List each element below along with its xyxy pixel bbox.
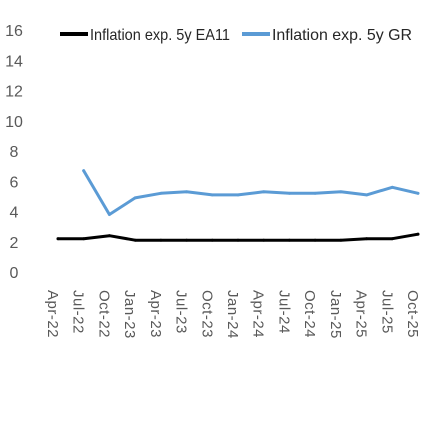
y-tick-label: 4 [10,205,19,222]
y-tick-label: 10 [5,114,23,131]
data-point [339,238,343,242]
data-point [159,191,163,195]
data-point [159,238,163,242]
data-point [185,238,189,242]
y-tick-label: 6 [10,174,19,191]
legend-label: Inflation exp. 5y GR [272,27,412,44]
x-tick-label: Oct-23 [198,290,215,338]
x-tick-label: Oct-22 [95,290,112,338]
y-tick-label: 0 [10,265,19,282]
x-tick-label: Jan-25 [327,290,344,339]
data-point [365,237,368,241]
data-point [288,238,291,242]
legend-label: Inflation exp. 5y EA11 [90,27,230,44]
y-axis: 0 2 4 6 8 10 12 14 16 [5,23,23,282]
data-point [185,190,189,194]
data-point [313,191,317,195]
x-tick-label: Jul-22 [70,290,87,334]
data-point [390,237,394,241]
x-tick-label: Jul-23 [173,290,190,334]
data-point [390,185,394,189]
data-point [133,238,137,242]
x-tick-label: Oct-25 [404,290,421,338]
data-point [365,193,368,197]
data-point [210,193,214,197]
y-tick-label: 8 [10,144,19,161]
legend: Inflation exp. 5y EA11 Inflation exp. 5y … [60,27,412,44]
data-point [313,238,317,242]
data-point [262,238,266,242]
x-tick-label: Apr-23 [147,290,164,338]
x-tick-label: Jul-24 [275,290,292,334]
data-point [236,238,240,242]
data-point [56,237,60,241]
data-point [108,213,111,216]
x-tick-label: Apr-22 [44,290,61,338]
data-point [210,238,214,242]
data-point [82,237,86,241]
x-tick-label: Jan-24 [224,290,241,339]
series-layer [56,169,420,242]
data-point [82,169,86,173]
data-point [416,191,420,195]
y-tick-label: 12 [5,84,23,101]
x-axis: Apr-22 Jul-22 Oct-22 Jan-23 Apr-23 Jul-23 Oct-… [44,290,421,339]
data-point [339,190,343,194]
data-point [108,234,111,238]
y-tick-label: 14 [5,53,23,70]
data-point [288,191,291,195]
data-point [262,190,266,194]
series-line-gr [82,169,420,216]
data-point [236,193,240,197]
y-tick-label: 16 [5,23,23,40]
x-tick-label: Jan-23 [121,290,138,339]
x-tick-label: Apr-24 [250,290,267,338]
x-tick-label: Apr-25 [353,290,370,338]
x-tick-label: Oct-24 [301,290,318,338]
data-point [133,196,137,200]
data-point [416,232,420,236]
y-tick-label: 2 [10,235,19,252]
x-tick-label: Jul-25 [378,290,395,334]
